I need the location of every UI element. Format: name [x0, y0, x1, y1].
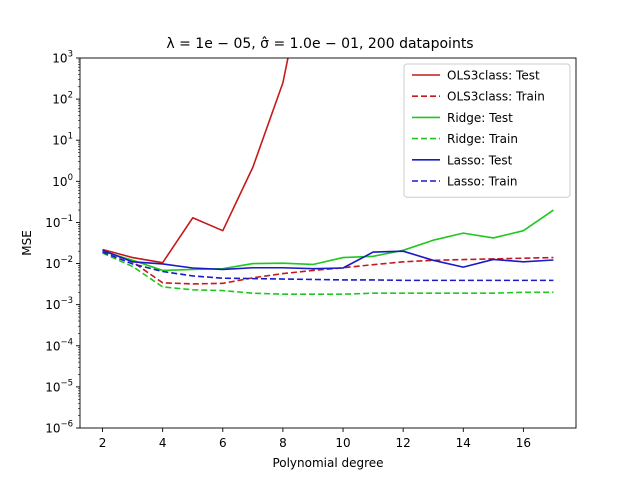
axes-layer: 2 4 6 8 10 12 14 1610−610−510−410−310−210−11001…	[45, 50, 577, 450]
x-tick-label: 10	[335, 436, 350, 450]
x-tick-label: 12	[396, 436, 411, 450]
plot-frame	[79, 57, 577, 429]
legend-entry-label: Ridge: Test	[447, 111, 513, 125]
x-tick-label: 2	[99, 436, 107, 450]
legend-entry-label: OLS3class: Test	[447, 69, 540, 83]
legend-entry-label: OLS3class: Train	[447, 90, 545, 104]
legend: OLS3class: Test OLS3class: Train Ridge: Te…	[403, 63, 571, 198]
x-tick-label: 8	[279, 436, 287, 450]
series-line-4	[102, 249, 554, 271]
series-line-2	[102, 209, 554, 272]
series-line-3	[102, 252, 554, 295]
x-tick-label: 16	[516, 436, 531, 450]
x-axis-label: Polynomial degree	[272, 456, 383, 470]
series-line-0	[102, 58, 289, 264]
x-tick-label: 14	[456, 436, 471, 450]
legend-entry-label: Ridge: Train	[447, 132, 518, 146]
chart-title: λ = 1e − 05, σ̂ = 1.0e − 01, 200 datapoi…	[166, 36, 473, 52]
x-tick-label: 6	[219, 436, 227, 450]
legend-entry-label: Lasso: Train	[447, 175, 518, 189]
x-tick-label: 4	[159, 436, 167, 450]
y-axis-label: MSE	[20, 230, 34, 256]
series-layer	[102, 58, 554, 295]
legend-box	[403, 63, 571, 198]
legend-entry-label: Lasso: Test	[447, 153, 513, 167]
series-line-5	[102, 251, 554, 282]
